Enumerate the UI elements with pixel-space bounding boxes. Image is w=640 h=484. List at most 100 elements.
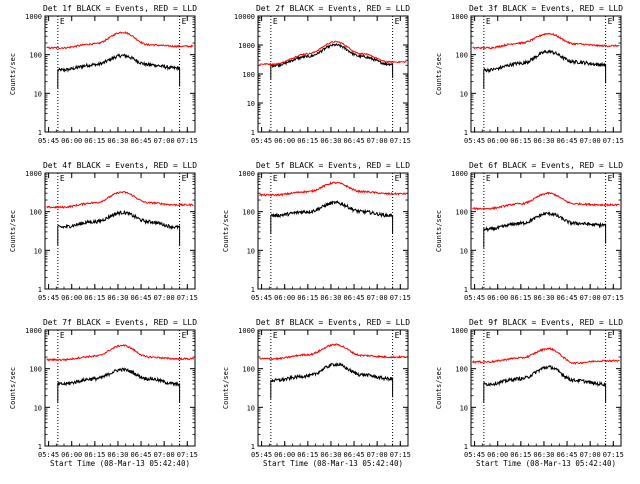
y-tick-label: 1000 [238, 170, 255, 178]
y-axis-label: Counts/sec [435, 53, 443, 95]
y-tick-label: 100 [29, 366, 42, 374]
x-tick-label: 06:30 [107, 294, 128, 302]
y-axis-label: Counts/sec [435, 367, 443, 409]
plot-frame [257, 329, 409, 447]
x-tick-label: 06:00 [274, 137, 295, 145]
x-tick-label: 05:45 [38, 137, 59, 145]
y-axis-label: Counts/sec [222, 210, 230, 252]
y-tick-label: 1 [38, 129, 42, 137]
chart-title: Det 5f BLACK = Events, RED = LLD [256, 161, 410, 170]
y-tick-label: 10 [247, 100, 255, 108]
y-axis-label: Counts/sec [9, 210, 17, 252]
y-tick-label: 1000 [25, 13, 42, 21]
y-tick-label: 1000 [238, 327, 255, 335]
y-axis-label: Counts/sec [222, 367, 230, 409]
x-tick-label: 06:15 [297, 451, 318, 459]
chart-panel-1: Det 1f BLACK = Events, RED = LLD 1 10 100 10… [9, 4, 198, 145]
x-tick-label: 06:00 [61, 294, 82, 302]
interval-marker-label: E [395, 331, 400, 340]
x-tick-label: 06:15 [510, 137, 531, 145]
y-tick-label: 1000 [25, 327, 42, 335]
x-tick-label: 06:00 [274, 294, 295, 302]
plot-frame [44, 329, 196, 447]
y-tick-label: 100 [455, 366, 468, 374]
chart-panel-9: Det 9f BLACK = Events, RED = LLD 1 10 100 10… [435, 318, 624, 468]
chart-panel-4: Det 4f BLACK = Events, RED = LLD 1 10 100 10… [9, 161, 198, 302]
x-tick-label: 06:30 [107, 451, 128, 459]
series-line-lld [46, 31, 194, 50]
chart-panel-3: Det 3f BLACK = Events, RED = LLD 1 10 100 10… [435, 4, 624, 145]
interval-marker-label: E [60, 17, 65, 26]
y-axis-label: Counts/sec [9, 53, 17, 95]
y-tick-label: 1000 [451, 327, 468, 335]
x-tick-label: 06:00 [274, 451, 295, 459]
x-tick-label: 07:15 [177, 294, 198, 302]
x-tick-label: 05:45 [464, 451, 485, 459]
interval-marker-label: E [486, 174, 491, 183]
x-tick-label: 06:15 [84, 294, 105, 302]
chart-title: Det 7f BLACK = Events, RED = LLD [43, 318, 197, 327]
y-axis-label: Counts/sec [435, 210, 443, 252]
interval-marker-label: E [182, 17, 187, 26]
series-line-events [57, 209, 181, 246]
y-tick-label: 100 [242, 366, 255, 374]
y-tick-label: 10 [460, 404, 468, 412]
series-line-events [483, 365, 607, 403]
x-tick-label: 07:00 [367, 294, 388, 302]
interval-marker-label: E [608, 331, 613, 340]
x-tick-label: 05:45 [251, 294, 272, 302]
y-tick-label: 1000 [451, 170, 468, 178]
chart-panel-7: Det 7f BLACK = Events, RED = LLD 1 10 100 10… [9, 318, 198, 468]
x-tick-label: 06:15 [84, 137, 105, 145]
chart-panel-8: Det 8f BLACK = Events, RED = LLD 1 10 100 10… [222, 318, 411, 468]
interval-marker-label: E [60, 174, 65, 183]
interval-marker-label: E [486, 331, 491, 340]
y-tick-label: 1 [464, 286, 468, 294]
chart-panel-6: Det 6f BLACK = Events, RED = LLD 1 10 100 10… [435, 161, 624, 302]
chart-title: Det 8f BLACK = Events, RED = LLD [256, 318, 410, 327]
y-tick-label: 10 [460, 90, 468, 98]
chart-panel-5: Det 5f BLACK = Events, RED = LLD 1 10 100 10… [222, 161, 411, 302]
chart-title: Det 6f BLACK = Events, RED = LLD [469, 161, 623, 170]
x-tick-label: 07:00 [580, 137, 601, 145]
x-tick-label: 06:15 [297, 137, 318, 145]
x-axis-label: Start Time (08-Mar-13 05:42:40) [476, 459, 616, 468]
x-tick-label: 07:15 [390, 137, 411, 145]
x-tick-label: 06:45 [344, 294, 365, 302]
plot-frame [257, 172, 409, 290]
plot-frame [257, 15, 409, 133]
series-line-lld [472, 191, 620, 211]
y-tick-label: 100 [29, 52, 42, 60]
y-tick-label: 1 [38, 286, 42, 294]
y-tick-label: 10 [460, 247, 468, 255]
x-tick-label: 07:00 [154, 294, 175, 302]
x-axis-label: Start Time (08-Mar-13 05:42:40) [263, 459, 403, 468]
interval-marker-label: E [273, 174, 278, 183]
x-tick-label: 06:30 [533, 294, 554, 302]
x-tick-label: 06:00 [61, 451, 82, 459]
x-tick-label: 07:00 [367, 137, 388, 145]
plot-frame [44, 15, 196, 133]
y-tick-label: 1 [38, 443, 42, 451]
interval-marker-label: E [608, 174, 613, 183]
y-tick-label: 1 [464, 443, 468, 451]
x-tick-label: 07:15 [390, 294, 411, 302]
y-tick-label: 10 [34, 247, 42, 255]
series-line-lld [259, 40, 407, 66]
y-tick-label: 100 [242, 209, 255, 217]
y-tick-label: 10 [247, 247, 255, 255]
series-line-events [483, 49, 607, 89]
interval-marker-label: E [60, 331, 65, 340]
x-tick-label: 06:45 [557, 451, 578, 459]
x-tick-label: 06:15 [510, 451, 531, 459]
y-tick-label: 100 [242, 71, 255, 79]
x-tick-label: 05:45 [251, 137, 272, 145]
x-tick-label: 05:45 [38, 451, 59, 459]
x-tick-label: 05:45 [464, 137, 485, 145]
chart-title: Det 2f BLACK = Events, RED = LLD [256, 4, 410, 13]
series-line-lld [46, 190, 194, 209]
x-axis-label: Start Time (08-Mar-13 05:42:40) [50, 459, 190, 468]
y-tick-label: 1 [251, 129, 255, 137]
x-tick-label: 05:45 [464, 294, 485, 302]
x-tick-label: 06:15 [84, 451, 105, 459]
